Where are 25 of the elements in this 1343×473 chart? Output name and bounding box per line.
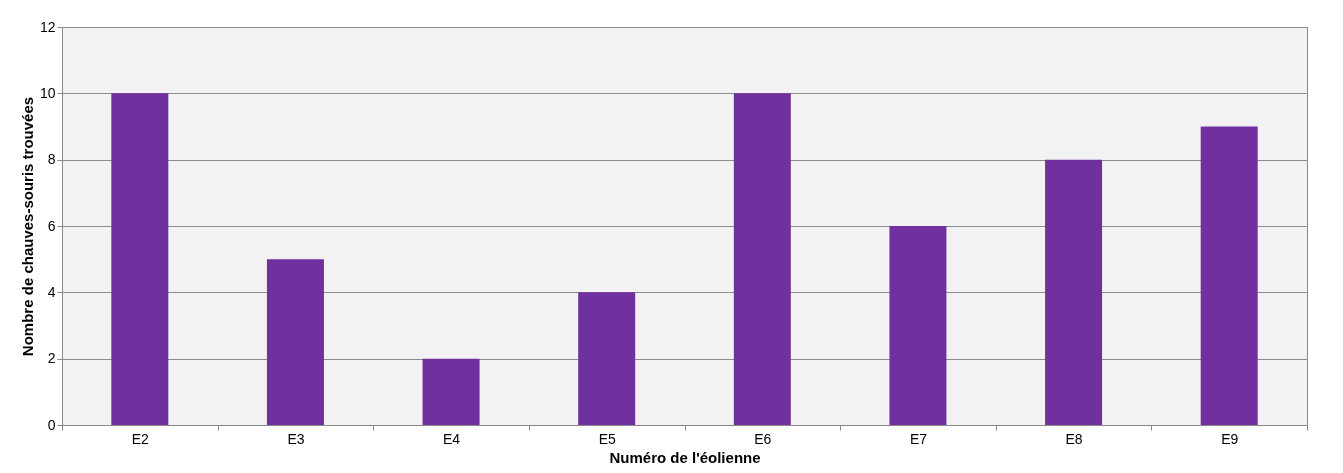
y-tick-label: 2 bbox=[47, 350, 56, 367]
x-tick-label: E3 bbox=[287, 430, 305, 447]
y-axis-title: Nombre de chauves-souris trouvées bbox=[18, 96, 36, 357]
x-tick-label: E7 bbox=[909, 430, 928, 447]
x-tick-label: E2 bbox=[131, 430, 150, 447]
x-axis-title: Numéro de l'éolienne bbox=[609, 448, 761, 466]
bar bbox=[889, 226, 947, 425]
x-tick-label: E4 bbox=[443, 430, 461, 447]
bar bbox=[1200, 126, 1258, 425]
y-tick-label: 12 bbox=[39, 18, 56, 35]
y-tick-label: 8 bbox=[47, 151, 56, 168]
x-tick-label: E6 bbox=[754, 430, 772, 447]
y-tick-label: 6 bbox=[47, 217, 56, 234]
x-tick-label: E9 bbox=[1221, 430, 1239, 447]
x-tick-label: E5 bbox=[598, 430, 616, 447]
bar bbox=[578, 292, 636, 425]
bar bbox=[1045, 159, 1103, 425]
bar bbox=[422, 358, 480, 425]
bar bbox=[111, 93, 169, 425]
bar bbox=[733, 93, 791, 425]
y-tick-label: 10 bbox=[39, 84, 56, 101]
y-tick-label: 0 bbox=[47, 416, 56, 433]
x-tick-label: E8 bbox=[1065, 430, 1083, 447]
y-tick-label: 4 bbox=[47, 283, 56, 300]
bar bbox=[266, 259, 324, 425]
